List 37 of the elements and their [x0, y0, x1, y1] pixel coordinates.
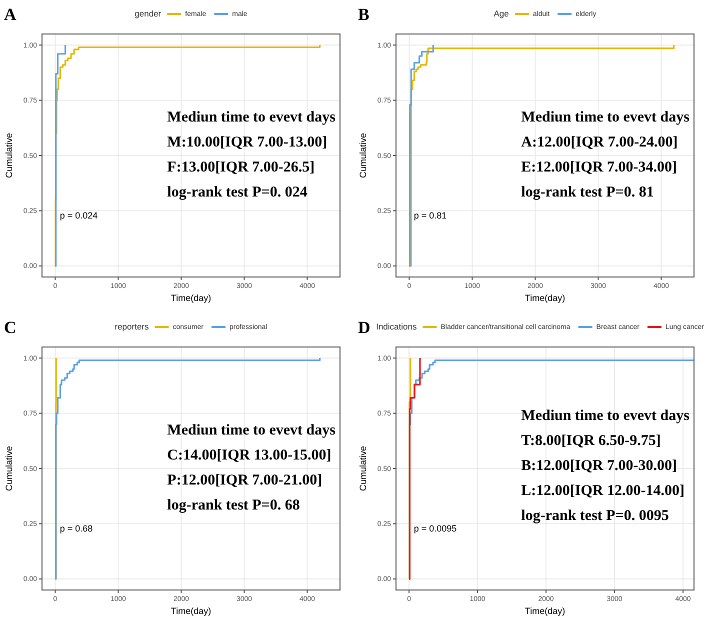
chart-title: B [358, 5, 370, 24]
y-axis-title: Cumulative [4, 132, 14, 178]
annotation: L:12.00[IQR 12.00-14.00] [521, 482, 684, 499]
x-axis-title: Time(day) [524, 606, 566, 616]
x-axis-title: Time(day) [170, 293, 212, 303]
legend-title: gender [134, 8, 162, 18]
annotation: Mediun time to evevt days [167, 109, 336, 126]
annotation: B:12.00[IQR 7.00-30.00] [521, 458, 677, 474]
y-axis-title: Cumulative [4, 446, 14, 492]
annotation: Mediun time to evevt days [521, 109, 690, 126]
y-axis-title: Cumulative [358, 446, 368, 492]
annotation: F:13.00[IQR 7.00-26.5] [167, 159, 315, 176]
chart-title: D [358, 318, 370, 337]
annotation: log-rank test P=0. 81 [521, 184, 654, 200]
legend-title: Age [494, 8, 510, 18]
annotation: M:10.00[IQR 7.00-13.00] [167, 134, 328, 150]
annotation: log-rank test P=0. 0095 [521, 508, 669, 524]
annotation: p = 0.68 [60, 524, 93, 534]
annotation: Mediun time to evevt days [521, 408, 690, 424]
annotation: p = 0.81 [414, 210, 447, 221]
annotation: p = 0.024 [60, 210, 98, 221]
x-axis-title: Time(day) [524, 293, 566, 303]
chart-title: C [4, 318, 16, 337]
annotation: log-rank test P=0. 024 [167, 184, 308, 200]
annotation: E:12.00[IQR 7.00-34.00] [521, 159, 677, 176]
x-axis-title: Time(day) [170, 606, 212, 616]
annotation: A:12.00[IQR 7.00-24.00] [521, 134, 678, 150]
annotation: log-rank test P=0. 68 [167, 497, 300, 514]
annotation: C:14.00[IQR 13.00-15.00] [167, 447, 332, 464]
y-axis-title: Cumulative [358, 132, 368, 178]
annotation: Mediun time to evevt days [167, 422, 336, 438]
chart-title: A [4, 5, 17, 24]
annotation: p = 0.0095 [414, 524, 457, 534]
annotation: T:8.00[IQR 6.50-9.75] [521, 432, 661, 449]
legend-title: reporters [114, 321, 149, 332]
annotation: P:12.00[IQR 7.00-21.00] [167, 472, 322, 488]
legend-title: Indications [376, 321, 417, 332]
